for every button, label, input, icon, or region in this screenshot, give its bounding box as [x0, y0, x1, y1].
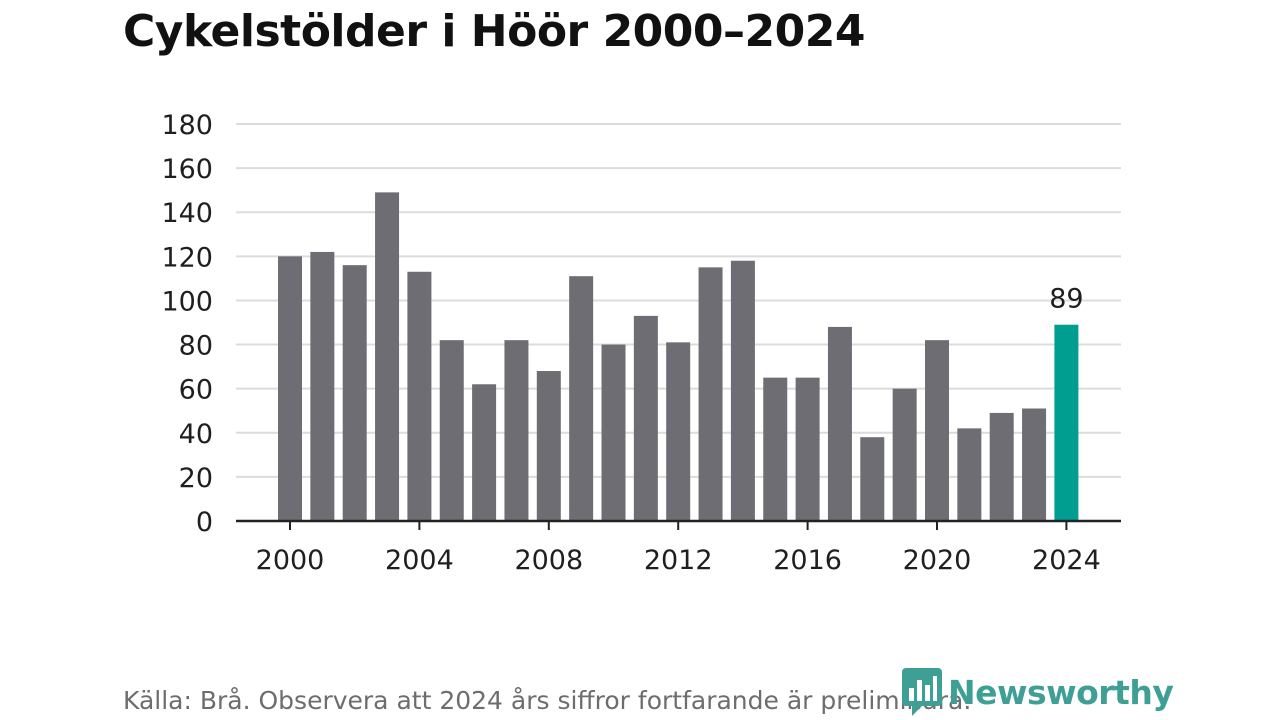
bar	[569, 276, 594, 521]
bar	[989, 412, 1014, 521]
data-label: 89	[1049, 284, 1083, 315]
bar	[1022, 408, 1047, 521]
y-tick-label: 20	[179, 463, 213, 494]
chart-title: Cykelstölder i Höör 2000–2024	[123, 6, 866, 57]
brand-name: Newsworthy	[948, 672, 1174, 712]
y-tick-label: 40	[179, 419, 213, 450]
bar	[698, 267, 723, 521]
y-tick-label: 140	[161, 198, 213, 229]
bar	[892, 388, 917, 521]
bar	[375, 192, 400, 521]
bar	[310, 251, 335, 521]
bar	[504, 340, 529, 521]
bar	[342, 265, 367, 521]
x-tick-label: 2004	[385, 545, 454, 576]
brand-logo: Newsworthy	[902, 668, 1174, 716]
bar	[407, 271, 432, 521]
bar	[278, 256, 302, 521]
y-tick-label: 180	[161, 110, 213, 141]
bar	[827, 326, 852, 521]
bar	[730, 260, 755, 521]
bar	[795, 377, 820, 521]
x-tick-label: 2024	[1032, 545, 1101, 576]
x-tick-label: 2016	[773, 545, 842, 576]
bar	[666, 342, 691, 521]
bar	[860, 437, 885, 521]
bar	[536, 371, 561, 521]
bar-highlight	[1054, 324, 1079, 521]
bar	[763, 377, 788, 521]
y-tick-label: 80	[179, 331, 213, 362]
x-tick-label: 2012	[644, 545, 713, 576]
bar	[601, 344, 626, 521]
source-note: Källa: Brå. Observera att 2024 års siffr…	[123, 686, 972, 715]
bar	[472, 384, 497, 521]
bar	[633, 315, 658, 521]
bar	[957, 428, 982, 521]
newsworthy-bar-chart-icon	[902, 668, 942, 716]
x-tick-label: 2008	[514, 545, 583, 576]
y-tick-label: 160	[161, 154, 213, 185]
y-tick-label: 120	[161, 242, 213, 273]
y-tick-label: 60	[179, 375, 213, 406]
bar	[439, 340, 464, 521]
x-tick-label: 2020	[903, 545, 972, 576]
bar	[925, 340, 949, 521]
y-tick-label: 0	[196, 507, 213, 538]
y-tick-label: 100	[161, 286, 213, 317]
x-tick-label: 2000	[256, 545, 325, 576]
